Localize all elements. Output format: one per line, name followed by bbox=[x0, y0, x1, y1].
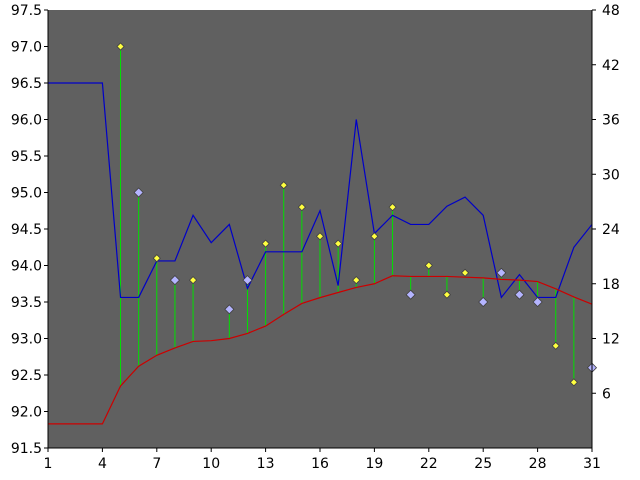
data-point-marker bbox=[370, 232, 379, 241]
left-tick-label: 92.0 bbox=[11, 405, 42, 421]
series-lines bbox=[48, 82, 593, 425]
right-tick-label: 36 bbox=[602, 113, 620, 129]
left-axis-ticks: 91.5 92.0 92.5 93.0 93.5 94.0 94.5 95.0 95.5 96.0… bbox=[11, 3, 48, 457]
left-tick-label: 91.5 bbox=[11, 441, 42, 457]
x-tick-label: 13 bbox=[257, 456, 275, 472]
x-tick-label: 25 bbox=[474, 456, 492, 472]
data-point-marker bbox=[315, 232, 325, 241]
x-axis-ticks: 1 4 7 10 13 16 19 22 25 28 31 bbox=[44, 448, 601, 472]
x-tick-label: 16 bbox=[311, 456, 329, 472]
data-point-marker bbox=[405, 289, 416, 300]
data-point-marker bbox=[442, 290, 451, 299]
data-point-marker bbox=[388, 203, 397, 212]
data-point-marker bbox=[334, 239, 343, 248]
series-line-blue bbox=[48, 82, 593, 299]
x-tick-label: 1 bbox=[44, 456, 53, 472]
data-point-marker bbox=[532, 296, 543, 308]
left-tick-label: 92.5 bbox=[11, 368, 42, 384]
data-point-marker bbox=[461, 268, 470, 277]
left-tick-label: 97.5 bbox=[11, 3, 42, 19]
data-point-marker bbox=[133, 187, 144, 198]
data-point-marker bbox=[297, 203, 306, 212]
data-point-marker bbox=[478, 296, 489, 308]
data-point-marker bbox=[279, 181, 288, 190]
left-tick-label: 96.5 bbox=[11, 76, 42, 92]
data-point-marker bbox=[169, 275, 180, 286]
x-tick-label: 4 bbox=[98, 456, 107, 472]
data-point-marker bbox=[514, 289, 525, 300]
left-tick-label: 95.5 bbox=[11, 149, 42, 165]
data-point-marker bbox=[224, 304, 235, 315]
data-point-marker bbox=[116, 42, 125, 51]
data-point-marker bbox=[424, 261, 433, 270]
x-tick-label: 19 bbox=[365, 456, 383, 472]
data-point-marker bbox=[569, 378, 578, 387]
x-tick-label: 22 bbox=[420, 456, 438, 472]
left-tick-label: 95.0 bbox=[11, 186, 42, 202]
right-tick-label: 42 bbox=[602, 58, 620, 74]
data-point-marker bbox=[496, 267, 507, 278]
x-tick-label: 31 bbox=[583, 456, 601, 472]
right-tick-label: 48 bbox=[602, 3, 620, 19]
right-tick-label: 30 bbox=[602, 167, 620, 183]
plot-area bbox=[48, 10, 592, 448]
right-tick-label: 18 bbox=[602, 277, 620, 293]
right-tick-label: 12 bbox=[602, 332, 620, 348]
left-tick-label: 94.0 bbox=[11, 259, 42, 275]
data-point-marker bbox=[152, 254, 161, 263]
x-tick-label: 7 bbox=[152, 456, 161, 472]
right-tick-label: 24 bbox=[602, 222, 620, 238]
data-point-marker bbox=[261, 239, 270, 248]
left-tick-label: 96.0 bbox=[11, 113, 42, 129]
left-tick-label: 93.0 bbox=[11, 332, 42, 348]
markers bbox=[116, 42, 598, 387]
data-point-marker bbox=[551, 341, 560, 350]
right-tick-label: 6 bbox=[602, 386, 611, 402]
right-axis-ticks: 6 12 18 24 30 36 42 48 bbox=[592, 3, 620, 402]
data-point-marker bbox=[242, 275, 253, 286]
left-tick-label: 94.5 bbox=[11, 222, 42, 238]
plot-background bbox=[48, 10, 592, 448]
x-tick-label: 10 bbox=[202, 456, 220, 472]
left-tick-label: 93.5 bbox=[11, 295, 42, 311]
data-point-marker bbox=[189, 276, 198, 285]
data-point-marker bbox=[352, 276, 361, 285]
left-tick-label: 97.0 bbox=[11, 40, 42, 56]
series-line-red bbox=[48, 275, 593, 425]
x-tick-label: 28 bbox=[529, 456, 547, 472]
